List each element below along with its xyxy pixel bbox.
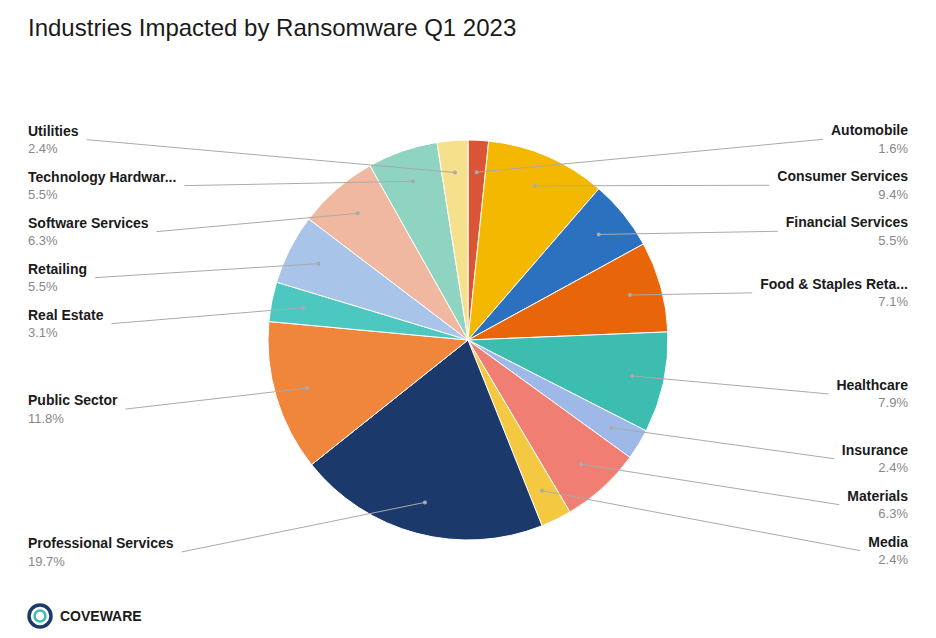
leader-line bbox=[111, 308, 303, 324]
slice-value-label: 7.9% bbox=[878, 395, 908, 410]
slice-label: Software Services bbox=[28, 215, 149, 231]
slice-value-label: 6.3% bbox=[28, 233, 58, 248]
slice-label: Public Sector bbox=[28, 392, 118, 408]
logo-inner-ring bbox=[35, 611, 46, 622]
slice-value-label: 11.8% bbox=[28, 411, 64, 426]
leader-line bbox=[125, 388, 307, 409]
slice-label: Retailing bbox=[28, 261, 87, 277]
slice-label: Real Estate bbox=[28, 307, 104, 323]
leader-line bbox=[95, 264, 318, 278]
leader-line bbox=[599, 231, 778, 234]
slice-value-label: 7.1% bbox=[878, 294, 908, 309]
leader-line bbox=[581, 464, 839, 505]
leader-dot bbox=[301, 306, 305, 310]
slice-value-label: 3.1% bbox=[28, 325, 58, 340]
leader-dot bbox=[356, 211, 360, 215]
annotation: COVEWARE bbox=[60, 608, 142, 624]
leader-dot bbox=[453, 171, 457, 175]
leader-line bbox=[477, 139, 823, 172]
leader-dot bbox=[305, 386, 309, 390]
leader-dot bbox=[579, 462, 583, 466]
chart-svg: Industries Impacted by Ransomware Q1 202… bbox=[0, 0, 936, 638]
chart-container: Industries Impacted by Ransomware Q1 202… bbox=[0, 0, 936, 638]
slice-label: Materials bbox=[847, 488, 908, 504]
leader-line bbox=[630, 293, 752, 295]
leader-dot bbox=[540, 489, 544, 493]
slice-value-label: 9.4% bbox=[878, 187, 908, 202]
slice-value-label: 2.4% bbox=[878, 552, 908, 567]
pie-slice bbox=[437, 140, 468, 340]
slice-label: Healthcare bbox=[836, 377, 908, 393]
leader-line bbox=[182, 502, 425, 552]
leader-dot bbox=[316, 262, 320, 266]
slice-label: Financial Services bbox=[786, 214, 908, 230]
leader-line bbox=[184, 181, 413, 185]
pie-slice bbox=[468, 244, 668, 340]
leader-dot bbox=[423, 500, 427, 504]
leader-dot bbox=[628, 293, 632, 297]
leader-dot bbox=[475, 170, 479, 174]
slice-value-label: 1.6% bbox=[878, 141, 908, 156]
pie bbox=[268, 140, 668, 540]
slice-label: Technology Hardwar... bbox=[28, 169, 176, 185]
leader-line bbox=[632, 376, 828, 394]
slice-value-label: 5.5% bbox=[28, 187, 58, 202]
pie-slice bbox=[268, 322, 468, 465]
leader-dot bbox=[533, 184, 537, 188]
leader-dot bbox=[411, 179, 415, 183]
slice-value-label: 6.3% bbox=[878, 506, 908, 521]
leader-line bbox=[157, 213, 358, 231]
data-labels: Automobile 1.6% Consumer Services 9.4% Finan… bbox=[28, 122, 908, 568]
slice-value-label: 2.4% bbox=[878, 460, 908, 475]
slice-label: Utilities bbox=[28, 123, 79, 139]
slice-label: Professional Services bbox=[28, 535, 174, 551]
slice-value-label: 19.7% bbox=[28, 554, 65, 569]
leader-lines bbox=[87, 139, 861, 552]
slice-label: Food & Staples Reta... bbox=[760, 276, 908, 292]
slice-value-label: 5.5% bbox=[28, 279, 58, 294]
leader-dot bbox=[630, 374, 634, 378]
chart-title: Industries Impacted by Ransomware Q1 202… bbox=[28, 14, 516, 41]
slice-value-label: 5.5% bbox=[878, 233, 908, 248]
leader-line bbox=[542, 491, 860, 551]
slice-label: Media bbox=[868, 534, 908, 550]
logo-outer-ring bbox=[29, 605, 51, 627]
leader-line bbox=[535, 185, 770, 187]
slice-value-label: 2.4% bbox=[28, 141, 58, 156]
slice-label: Consumer Services bbox=[777, 168, 908, 184]
leader-line bbox=[611, 428, 834, 459]
slice-label: Automobile bbox=[831, 122, 908, 138]
logo: COVEWARE bbox=[29, 605, 142, 627]
leader-dot bbox=[597, 232, 601, 236]
slice-label: Insurance bbox=[842, 442, 908, 458]
leader-dot bbox=[609, 426, 613, 430]
